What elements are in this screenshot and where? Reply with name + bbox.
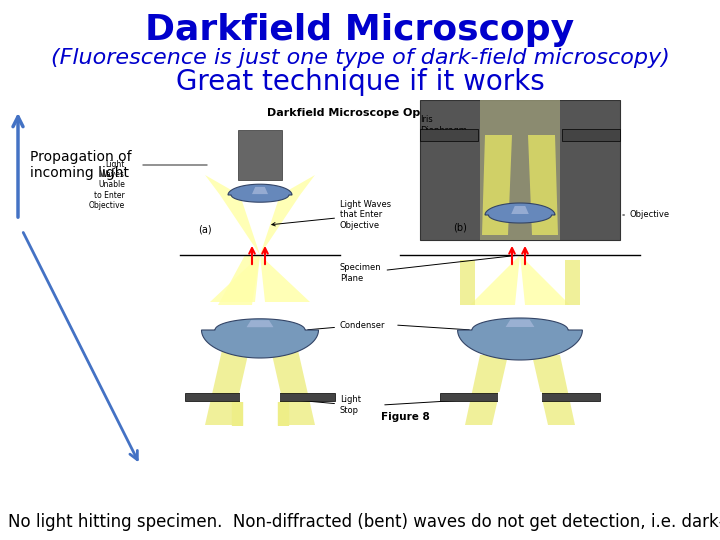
Bar [240, 392, 280, 402]
Bar [420, 100, 620, 240]
Polygon shape [458, 318, 582, 360]
Text: (Fluorescence is just one type of dark-field microscopy): (Fluorescence is just one type of dark-f… [50, 48, 670, 68]
Polygon shape [505, 320, 534, 327]
Text: (b): (b) [453, 223, 467, 233]
Bar [480, 100, 560, 240]
Polygon shape [268, 337, 315, 425]
Bar [498, 392, 542, 402]
Polygon shape [246, 320, 274, 327]
Polygon shape [252, 187, 268, 194]
Polygon shape [228, 184, 292, 202]
Text: Objective: Objective [623, 211, 670, 219]
Text: Light
Waves
Unable
to Enter
Objective: Light Waves Unable to Enter Objective [89, 160, 125, 210]
Text: Darkfield Microscope Optical Configurations: Darkfield Microscope Optical Configurati… [267, 108, 543, 118]
Text: Iris
Diaphragm: Iris Diaphragm [420, 116, 475, 134]
Polygon shape [205, 337, 252, 425]
Bar [185, 393, 335, 401]
Polygon shape [460, 260, 475, 305]
Text: Specimen
Plane: Specimen Plane [340, 255, 517, 283]
Bar [420, 129, 478, 141]
Text: Light
Stop: Light Stop [265, 395, 361, 415]
Polygon shape [218, 255, 260, 305]
Text: Great technique if it works: Great technique if it works [176, 68, 544, 96]
Text: (a): (a) [198, 225, 212, 235]
Polygon shape [485, 203, 555, 223]
Text: Figure 8: Figure 8 [381, 412, 429, 422]
Text: Condenser: Condenser [307, 321, 385, 330]
Text: Light Waves
that Enter
Objective: Light Waves that Enter Objective [272, 200, 391, 230]
Polygon shape [210, 255, 260, 302]
Text: No light hitting specimen.  Non-diffracted (bent) waves do not get detection, i.: No light hitting specimen. Non-diffracte… [8, 513, 720, 531]
Polygon shape [511, 206, 528, 214]
Polygon shape [528, 135, 558, 235]
Text: Propagation of
incoming light: Propagation of incoming light [30, 150, 132, 180]
Bar [562, 129, 620, 141]
Bar [440, 393, 600, 401]
Polygon shape [205, 175, 260, 255]
Bar [238, 130, 282, 180]
Polygon shape [465, 355, 508, 425]
Polygon shape [260, 175, 315, 255]
Text: Darkfield Microscopy: Darkfield Microscopy [145, 13, 575, 47]
Polygon shape [470, 255, 520, 305]
Polygon shape [260, 255, 310, 302]
Polygon shape [202, 319, 318, 358]
Polygon shape [565, 260, 580, 305]
Polygon shape [520, 255, 570, 305]
Polygon shape [532, 355, 575, 425]
Polygon shape [482, 135, 512, 235]
Polygon shape [210, 255, 260, 302]
